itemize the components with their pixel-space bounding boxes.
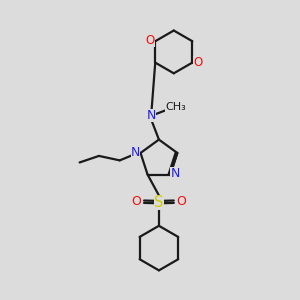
- Text: S: S: [154, 194, 164, 209]
- Text: N: N: [147, 109, 156, 122]
- Text: CH₃: CH₃: [166, 103, 186, 112]
- Text: N: N: [170, 167, 180, 181]
- Text: O: O: [193, 56, 202, 68]
- Text: O: O: [131, 195, 141, 208]
- Text: O: O: [177, 195, 186, 208]
- Text: N: N: [131, 146, 140, 159]
- Text: O: O: [145, 34, 154, 47]
